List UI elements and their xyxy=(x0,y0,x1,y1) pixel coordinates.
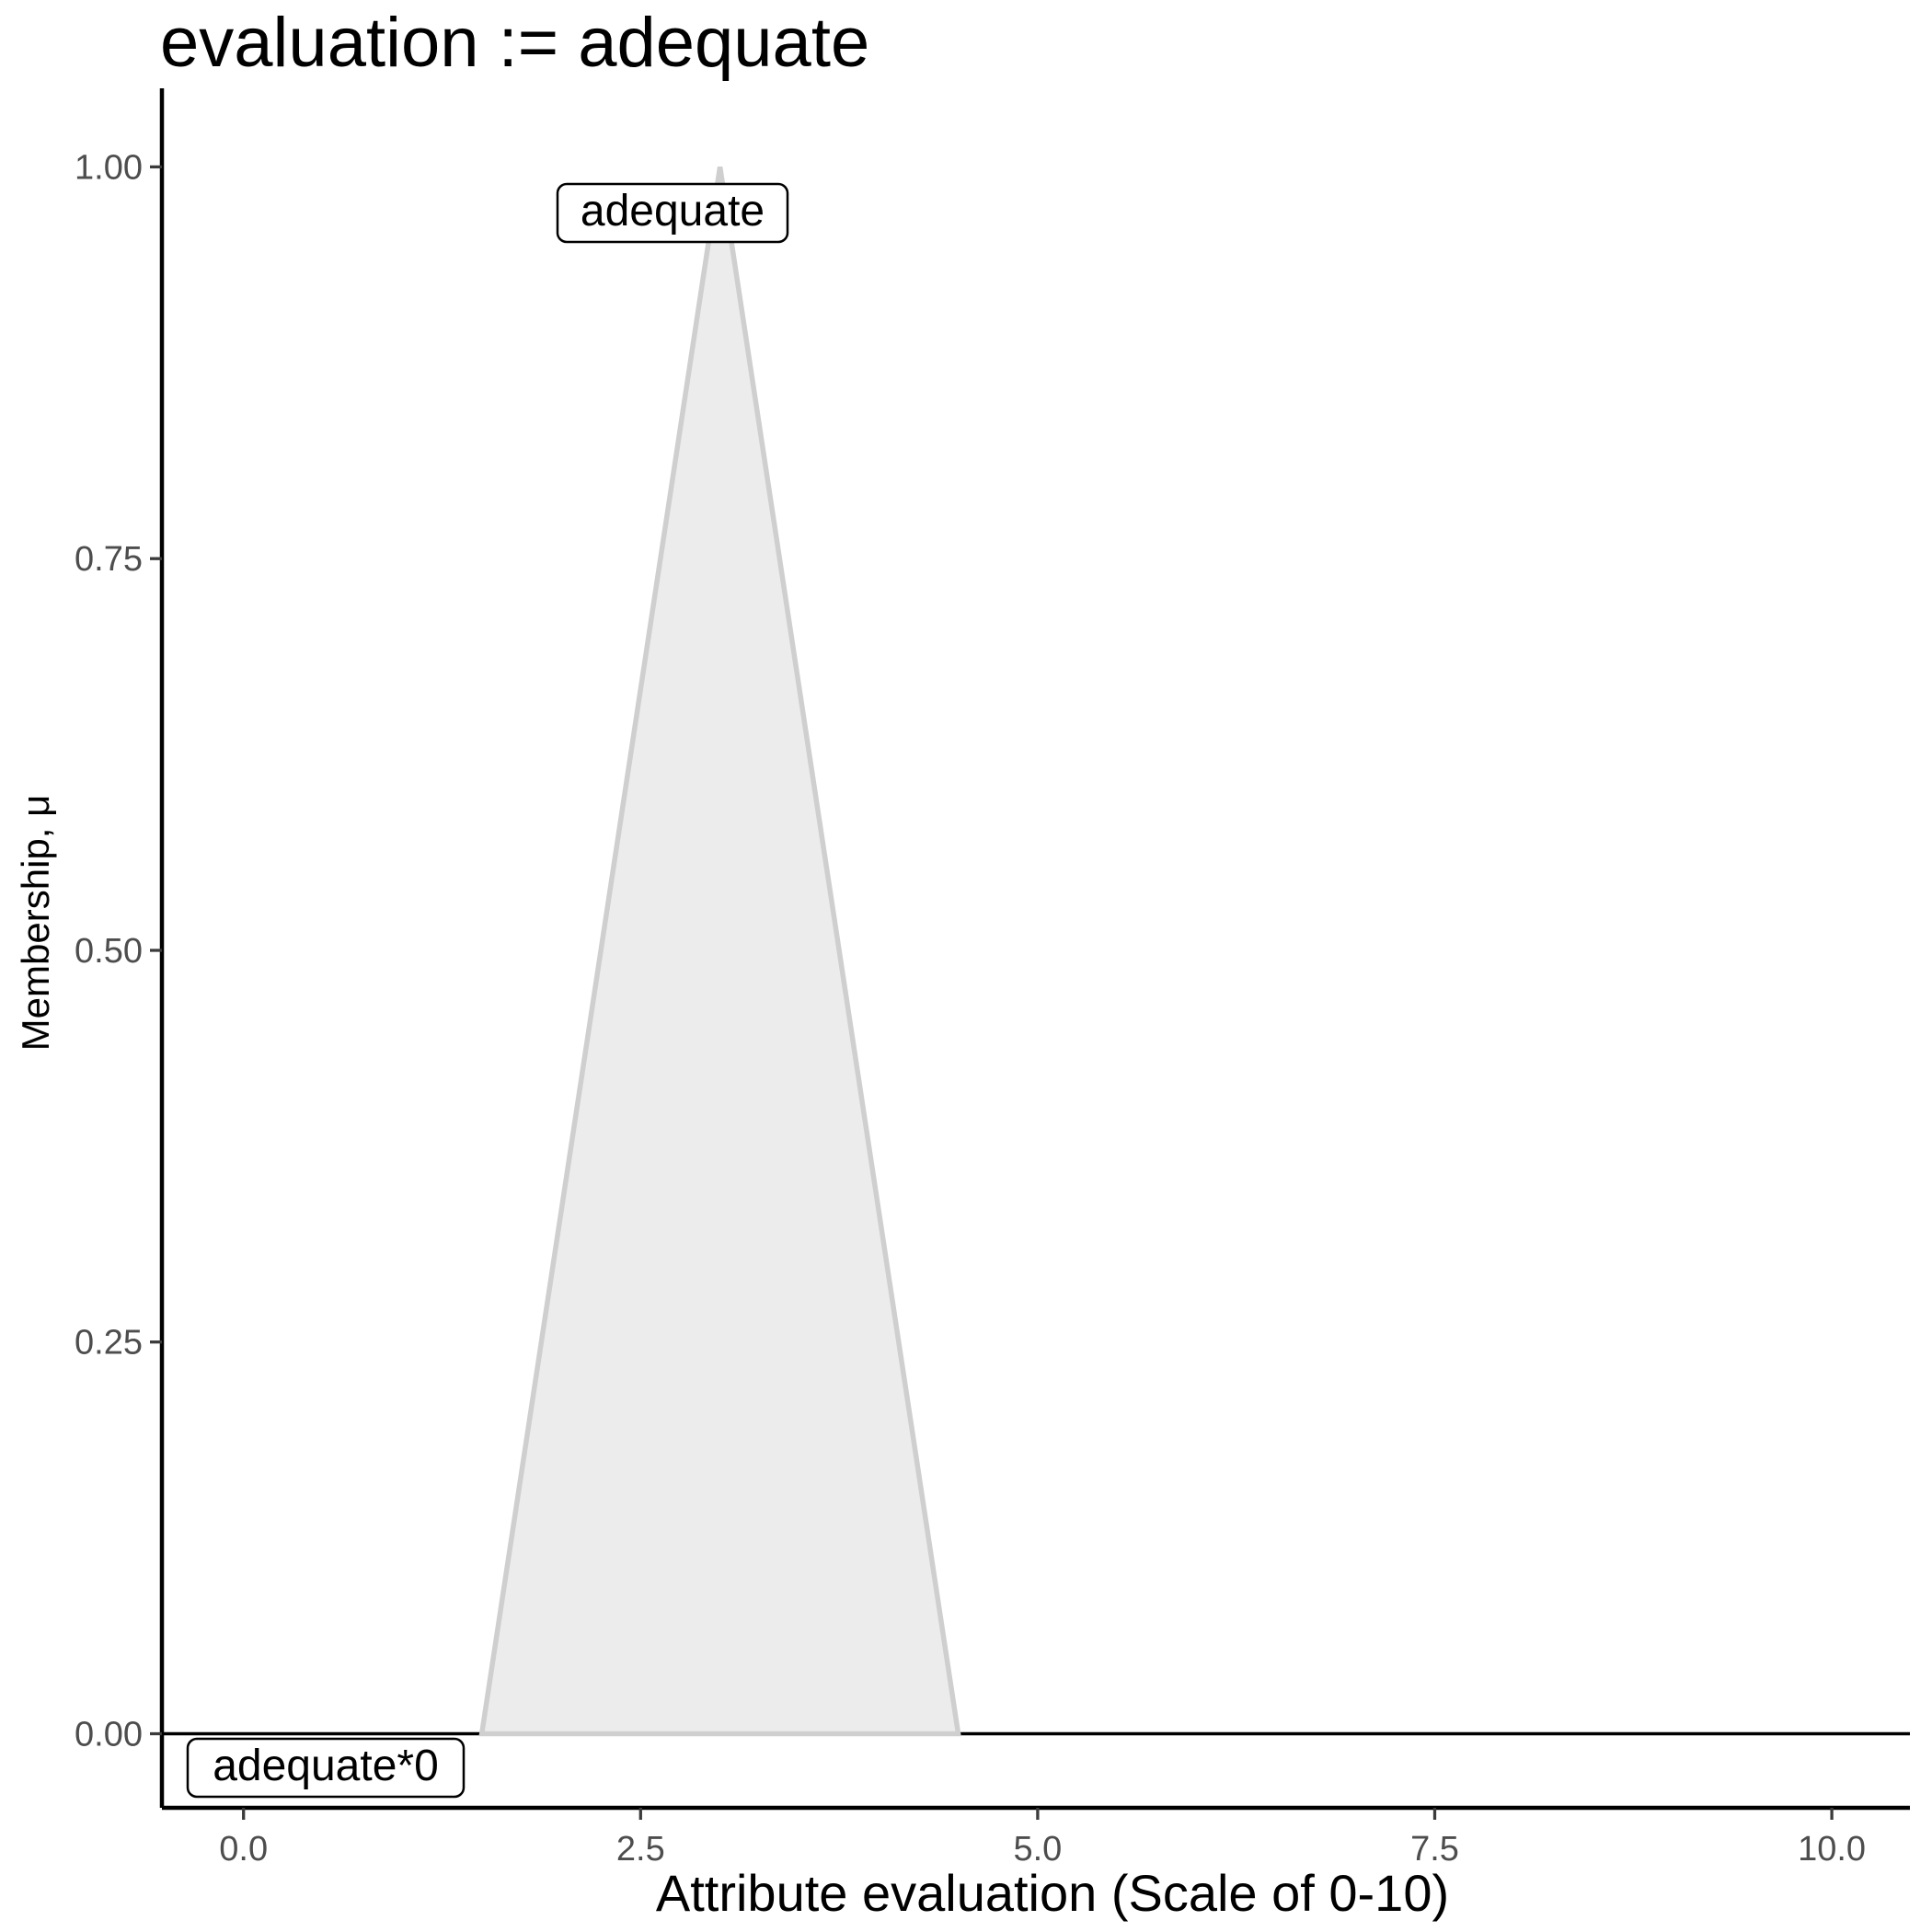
svg-text:1.00: 1.00 xyxy=(75,148,143,187)
svg-text:0.75: 0.75 xyxy=(75,540,143,579)
svg-text:7.5: 7.5 xyxy=(1410,1830,1459,1869)
svg-text:0.25: 0.25 xyxy=(75,1324,143,1363)
svg-text:10.0: 10.0 xyxy=(1798,1830,1866,1869)
svg-text:adequate: adequate xyxy=(581,187,765,236)
svg-text:0.50: 0.50 xyxy=(75,932,143,971)
svg-text:0.0: 0.0 xyxy=(219,1830,268,1869)
svg-text:5.0: 5.0 xyxy=(1013,1830,1062,1869)
svg-text:evaluation := adequate: evaluation := adequate xyxy=(160,4,869,82)
svg-text:0.00: 0.00 xyxy=(75,1716,143,1754)
svg-text:2.5: 2.5 xyxy=(616,1830,665,1869)
svg-text:adequate*0: adequate*0 xyxy=(213,1742,439,1790)
svg-text:Attribute evaluation (Scale of: Attribute evaluation (Scale of 0-10) xyxy=(656,1864,1449,1922)
svg-text:Membership, μ: Membership, μ xyxy=(14,795,57,1052)
